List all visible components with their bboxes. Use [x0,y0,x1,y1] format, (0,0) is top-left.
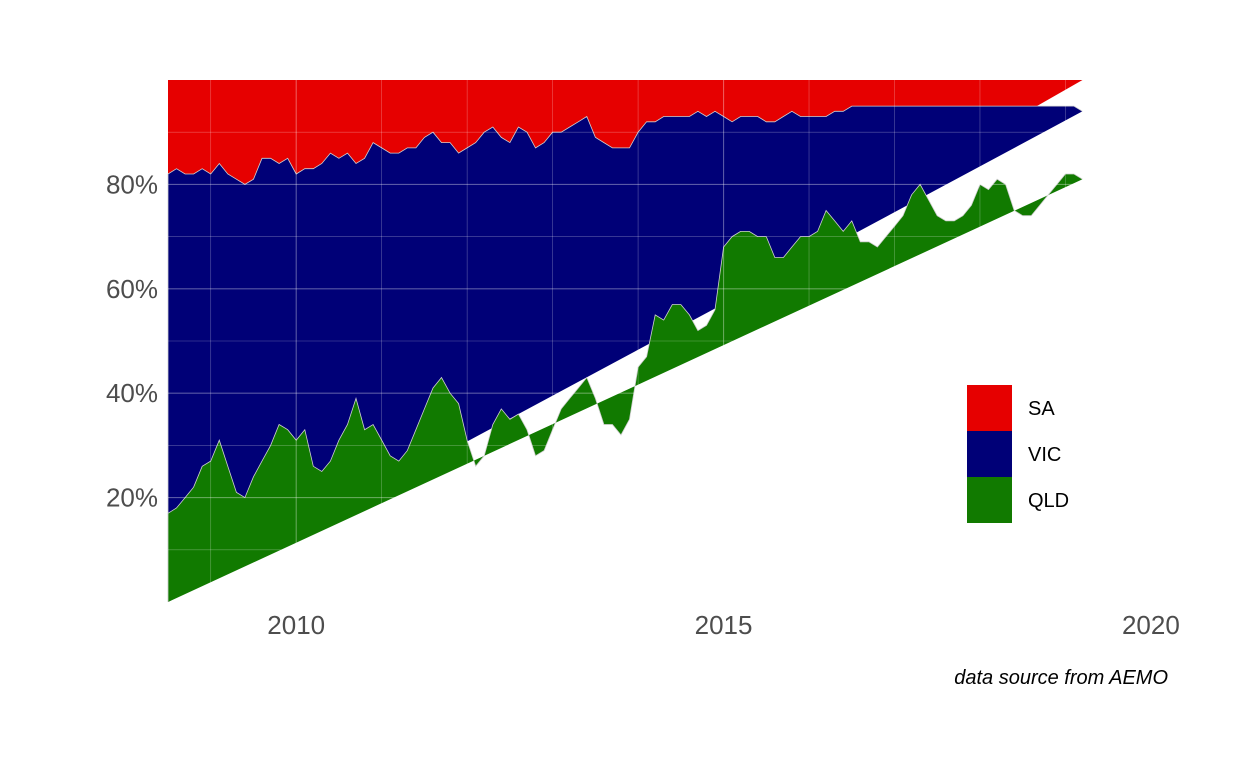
legend: SA VIC QLD [952,354,1084,537]
caption: data source from AEMO [954,667,1168,689]
legend-label-sa: SA [1028,398,1055,420]
legend-label-vic: VIC [1028,444,1061,466]
area-qld [167,173,1083,602]
gridlines [168,80,1168,602]
y-tick-label: 20% [106,483,158,513]
x-axis: 2010 2015 2020 [267,610,1180,640]
y-tick-label: 40% [106,378,158,408]
y-tick-label: 80% [106,169,158,199]
legend-key-sa [967,385,1012,431]
y-axis: 20% 40% 60% 80% [106,169,158,512]
plot-panel: 20% 40% 60% 80% 2010 2015 2020 SA VIC QLD [106,80,1180,640]
legend-key-qld [967,477,1012,523]
x-tick-label: 2015 [695,610,753,640]
legend-key-vic [967,431,1012,477]
y-tick-label: 60% [106,274,158,304]
series-areas [167,80,1083,602]
x-tick-label: 2010 [267,610,325,640]
x-tick-label: 2020 [1122,610,1180,640]
legend-label-qld: QLD [1028,490,1069,512]
